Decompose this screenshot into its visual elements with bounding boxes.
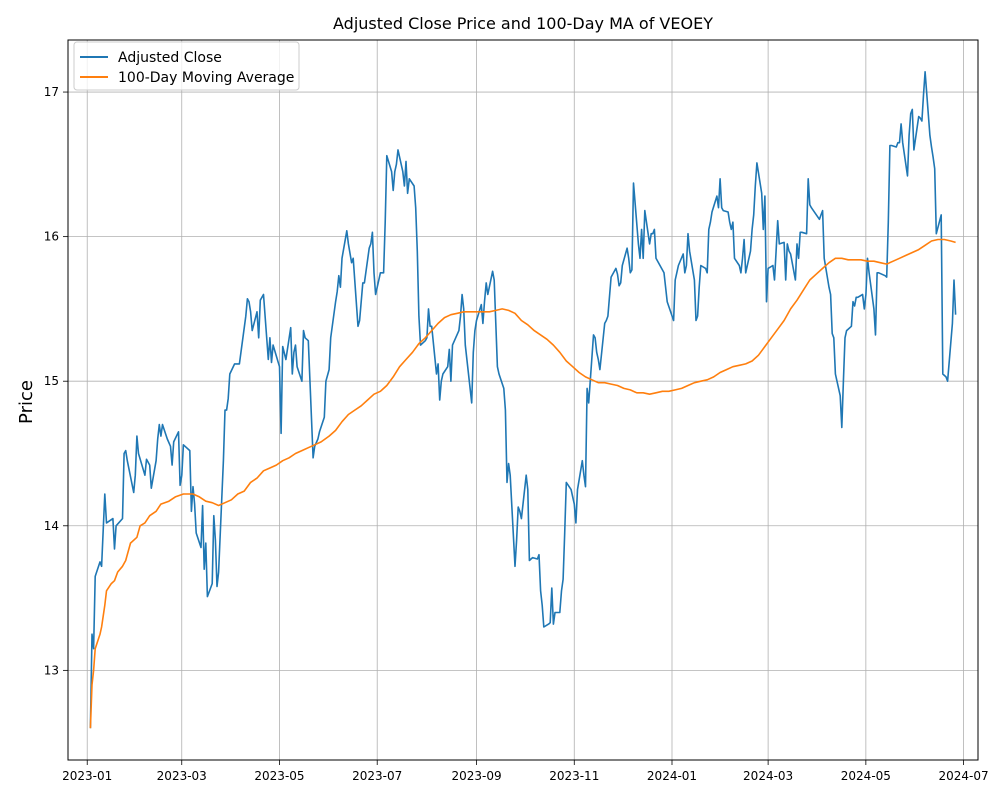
x-tick-label: 2024-01: [647, 769, 697, 783]
x-tick-label: 2023-11: [549, 769, 599, 783]
x-tick-label: 2023-05: [254, 769, 304, 783]
legend: Adjusted Close 100-Day Moving Average: [73, 41, 300, 91]
x-tick-label: 2024-07: [939, 769, 989, 783]
series-line-adjusted-close: [89, 71, 957, 729]
x-tick-label: 2023-01: [62, 769, 112, 783]
legend-box: [73, 41, 300, 91]
series-layer: [89, 71, 957, 729]
tick-layer: 2023-01 2023-03 2023-05 2023-07 2023-09 2023-…: [44, 85, 989, 783]
x-tick-label: 2023-09: [451, 769, 501, 783]
legend-label-moving-average: 100-Day Moving Average: [118, 70, 294, 86]
chart-title: Adjusted Close Price and 100-Day MA of V…: [333, 14, 713, 33]
x-tick-label: 2024-05: [841, 769, 891, 783]
y-tick-label: 13: [44, 663, 59, 677]
series-line-moving-average: [89, 238, 956, 729]
y-tick-label: 14: [44, 519, 59, 533]
grid-lines: [68, 40, 978, 760]
x-tick-label: 2023-07: [352, 769, 402, 783]
legend-label-adjusted-close: Adjusted Close: [118, 50, 222, 66]
x-tick-label: 2023-03: [157, 769, 207, 783]
y-axis-label: Price: [16, 380, 37, 424]
y-tick-label: 16: [44, 230, 59, 244]
y-tick-label: 15: [44, 374, 59, 388]
plot-frame: [67, 39, 979, 761]
y-tick-label: 17: [44, 85, 59, 99]
x-tick-label: 2024-03: [743, 769, 793, 783]
